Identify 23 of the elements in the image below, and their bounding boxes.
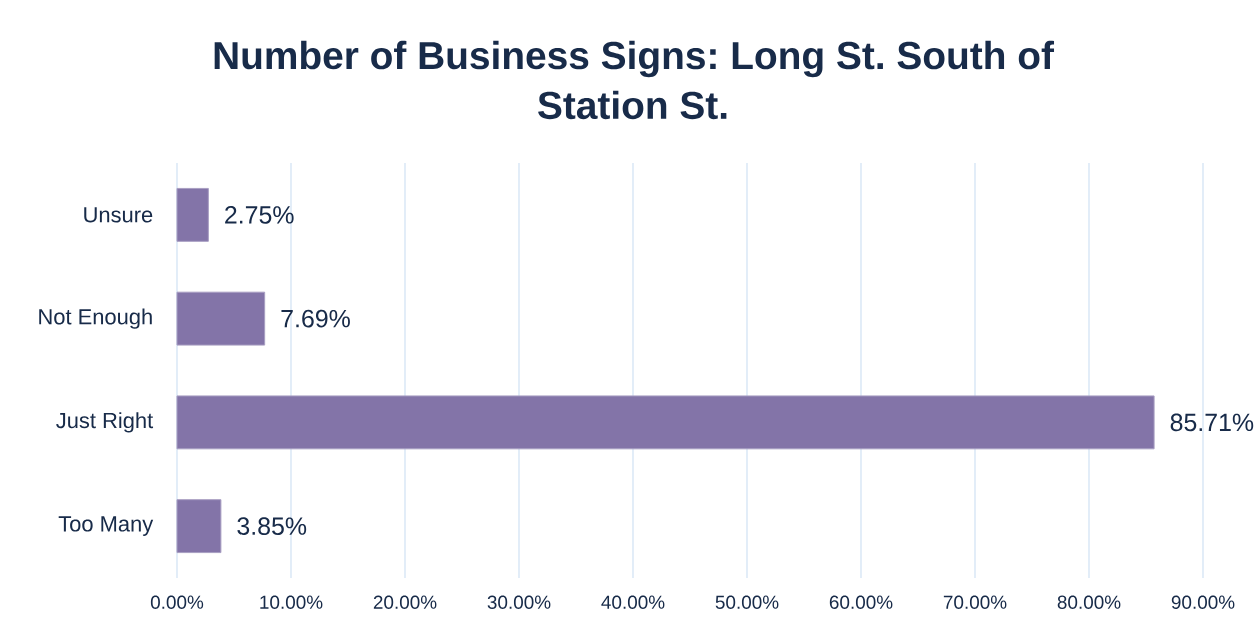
x-tick-label: 40.00%	[601, 595, 665, 609]
x-tick-label: 70.00%	[943, 595, 1007, 609]
x-tick-label: 60.00%	[829, 595, 893, 609]
y-tick-label: Not Enough	[39, 308, 152, 329]
data-label: 85.71%	[1170, 413, 1254, 432]
y-tick-label: Unsure	[84, 207, 153, 223]
x-tick-label: 90.00%	[1171, 595, 1235, 609]
x-tick-label: 0.00%	[150, 595, 204, 609]
bar	[176, 395, 1155, 450]
x-tick-label: 50.00%	[715, 595, 779, 609]
x-tick-label: 20.00%	[373, 595, 437, 609]
data-label: 2.75%	[225, 206, 294, 224]
bar	[176, 499, 222, 554]
y-tick-label: Just Right	[56, 412, 154, 433]
data-label: 7.69%	[281, 309, 350, 328]
x-tick-label: 10.00%	[260, 595, 323, 609]
x-tick-label: 30.00%	[487, 595, 551, 609]
bar	[176, 187, 209, 242]
chart-title: Number of Business Signs: Long St. South of Station St.	[214, 40, 1055, 120]
data-label: 3.85%	[237, 517, 307, 535]
x-tick-label: 80.00%	[1057, 595, 1121, 609]
bar	[176, 291, 266, 346]
y-tick-label: Too Many	[58, 516, 154, 536]
